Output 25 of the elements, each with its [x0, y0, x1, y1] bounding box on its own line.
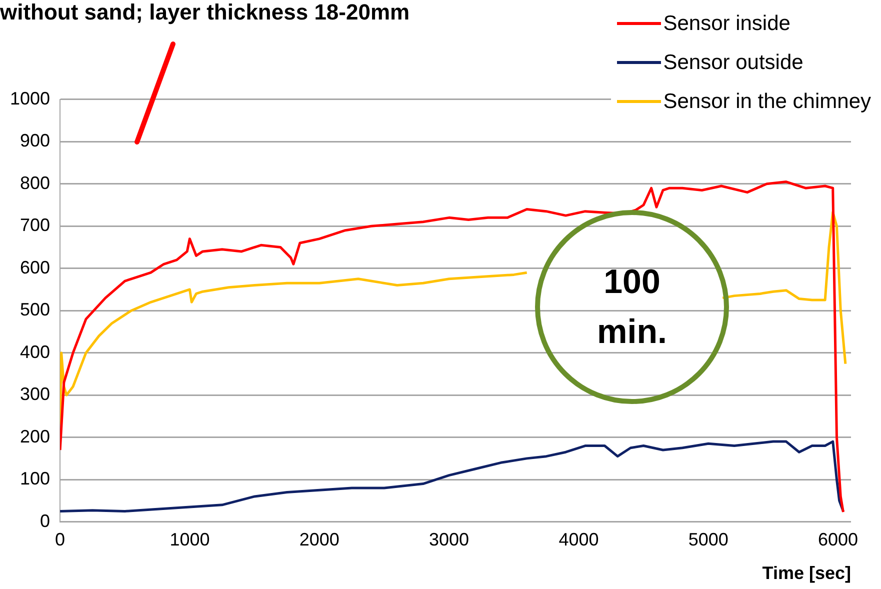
- legend-label: Sensor in the chimney: [663, 89, 871, 115]
- y-tick-label: 400: [20, 342, 50, 362]
- x-tick-label: 4000: [558, 530, 599, 550]
- x-tick-label: 0: [55, 530, 66, 550]
- x-tick-label: 5000: [688, 530, 728, 550]
- legend-label: Sensor inside: [663, 11, 790, 37]
- y-tick-label: 300: [20, 384, 50, 404]
- annotation: 100 min.: [596, 262, 668, 353]
- y-tick-label: 700: [20, 215, 50, 236]
- x-tick-label: 2000: [299, 530, 340, 550]
- y-tick-label: 1000: [10, 88, 50, 108]
- x-tick-label: 1000: [170, 530, 210, 550]
- chart-title: without sand; layer thickness 18-20mm: [0, 0, 410, 24]
- y-tick-label: 200: [20, 426, 50, 446]
- x-axis-title: Time [sec]: [762, 563, 851, 584]
- x-tick-label: 6000: [818, 530, 858, 550]
- y-tick-label: 0: [40, 510, 50, 531]
- legend-label: Sensor outside: [663, 50, 804, 76]
- y-tick-label: 500: [20, 300, 50, 320]
- circle-outline: 100 min.: [535, 210, 729, 404]
- y-tick-label: 100: [20, 468, 50, 489]
- y-tick-label: 900: [20, 130, 50, 151]
- y-tick-label: 600: [20, 257, 50, 278]
- y-tick-label: 800: [20, 172, 50, 193]
- x-tick-label: 3000: [429, 530, 470, 550]
